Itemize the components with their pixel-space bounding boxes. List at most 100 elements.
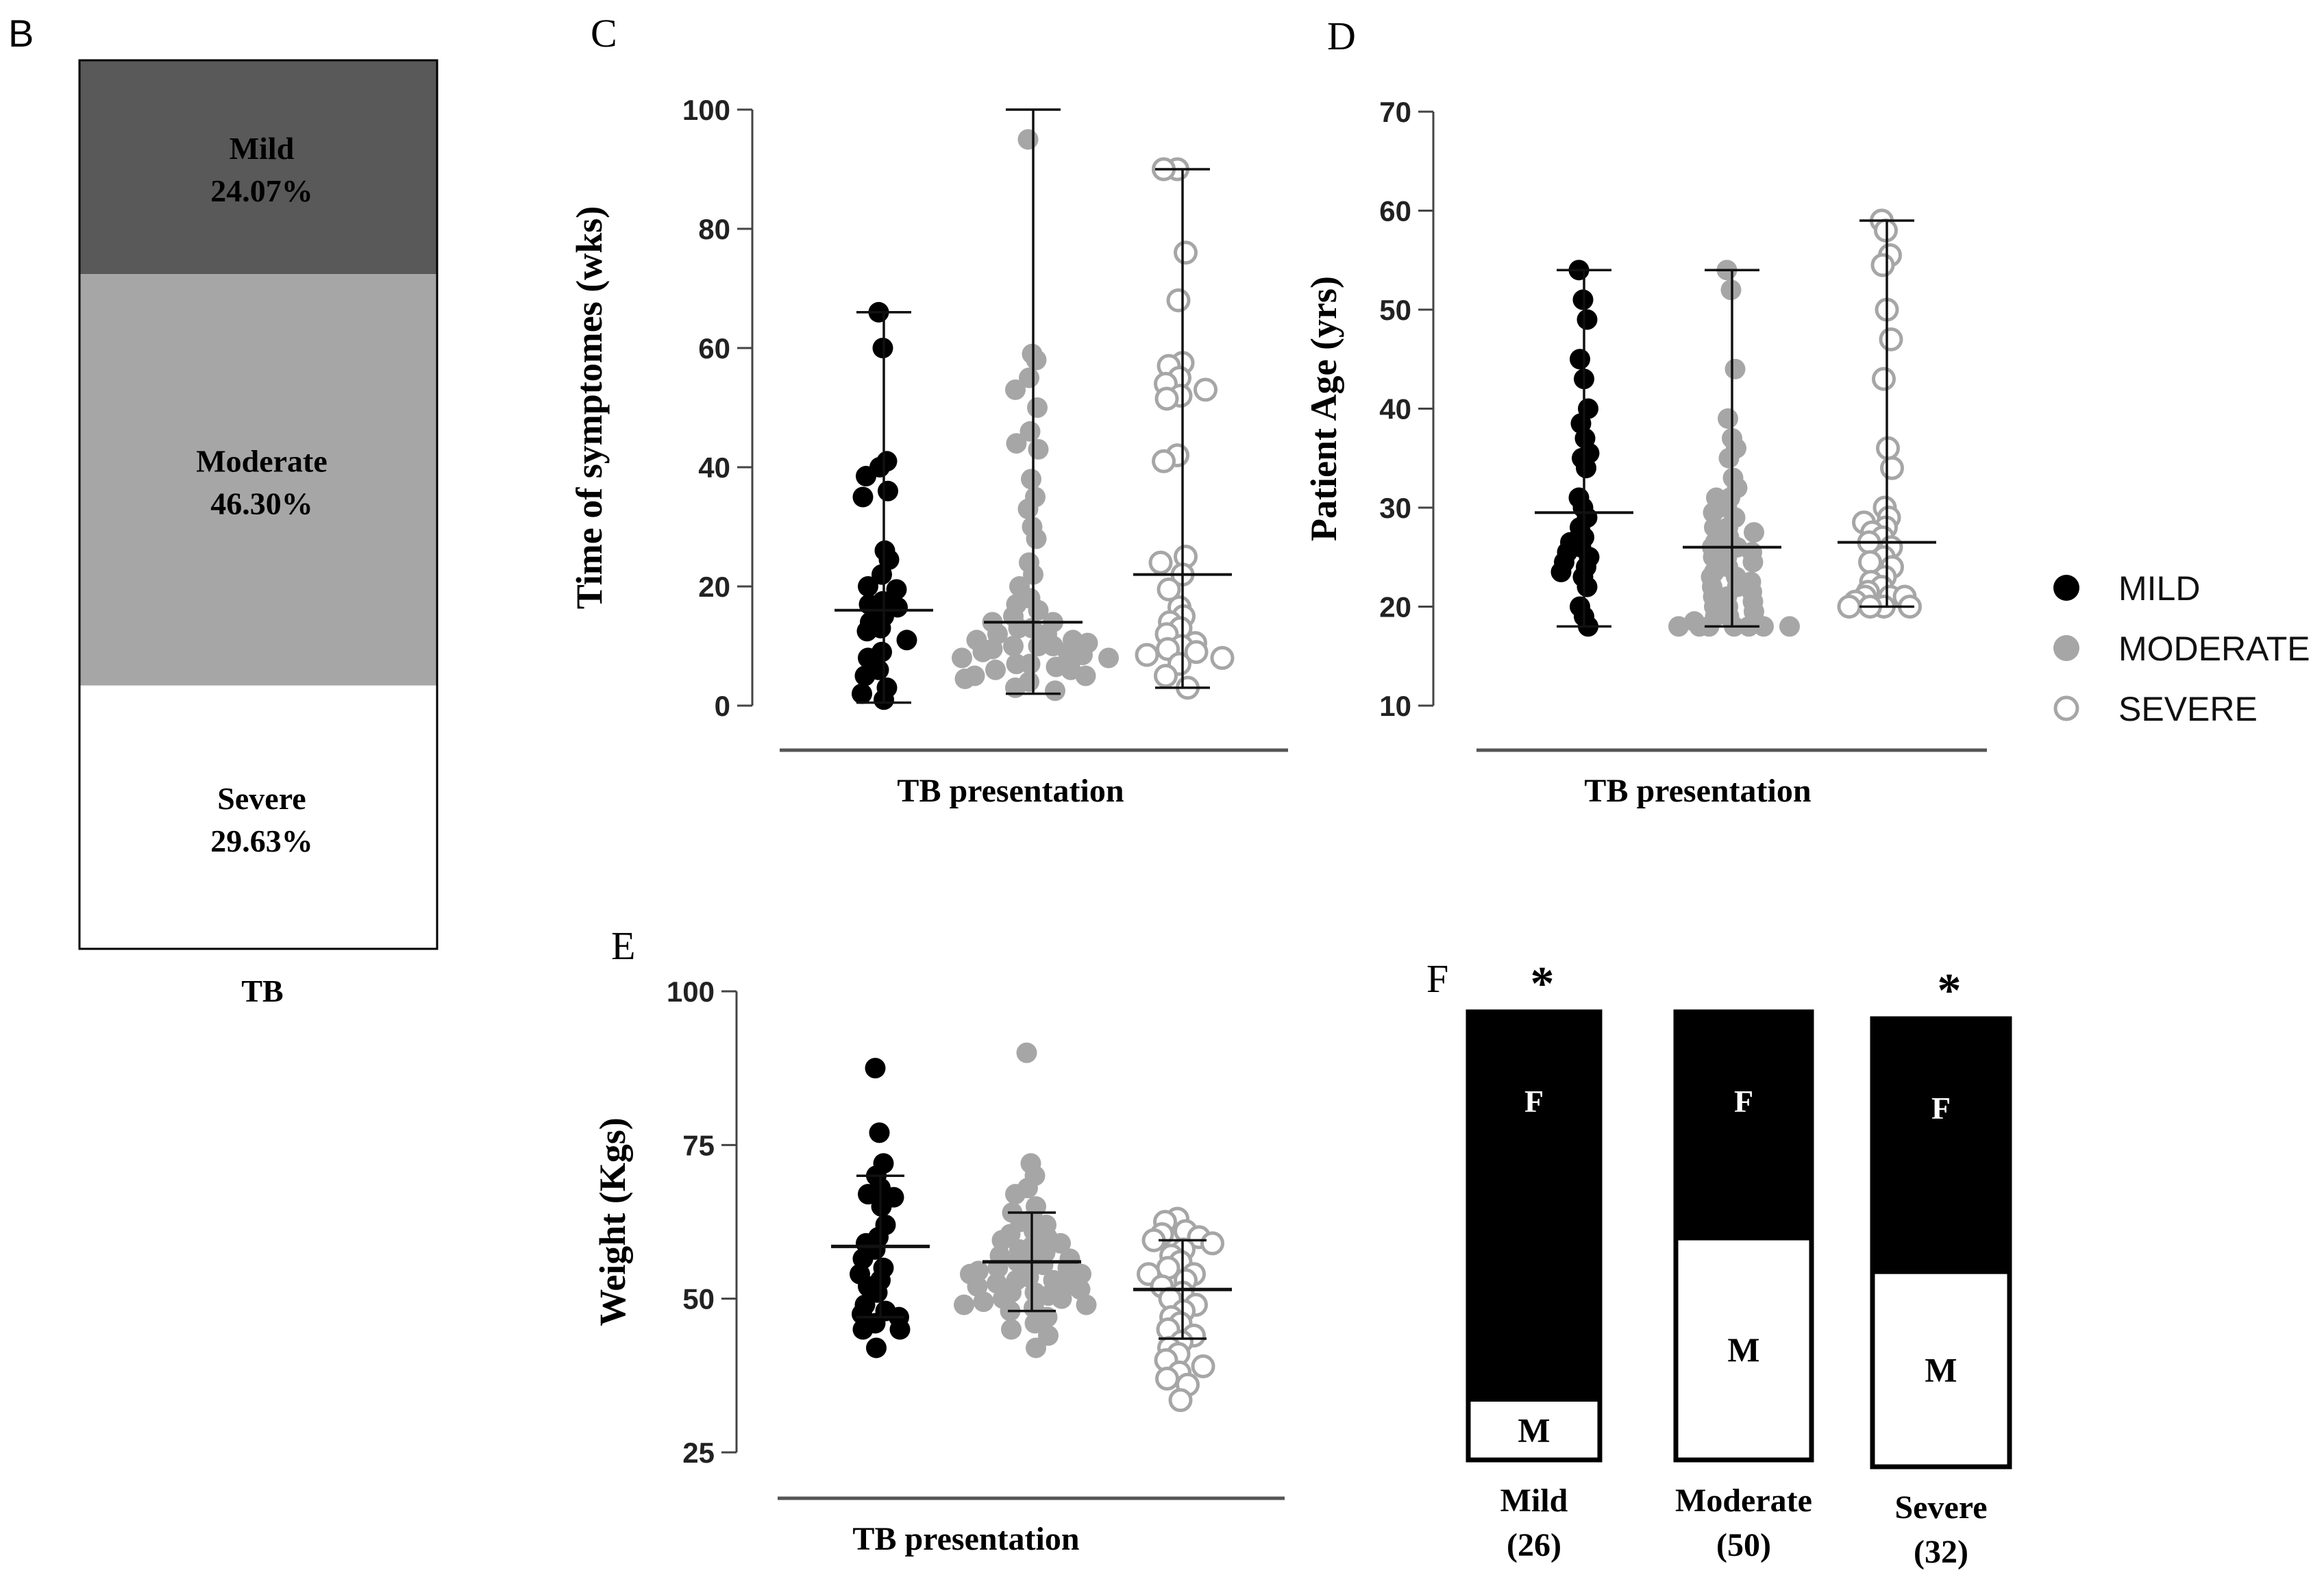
panel-b-segment-label: Mild	[230, 131, 295, 166]
y-tick-label: 20	[698, 571, 730, 603]
panel-b-segment-percent: 24.07%	[210, 173, 313, 208]
data-point-severe	[1152, 449, 1176, 473]
data-point-moderate	[991, 1230, 1013, 1251]
legend: MILD MODERATE SEVERE	[2053, 569, 2310, 728]
panel-f-bar-outline	[1870, 1016, 2012, 1469]
data-point-moderate	[1005, 379, 1026, 400]
data-point-moderate	[1744, 522, 1764, 543]
data-point-mild	[852, 683, 872, 704]
panel-c-symptom-time-plot: 0 20 40 60 80 100 Time of symptomes (wks) TB pr…	[569, 94, 1288, 809]
panel-f-segment-female	[1872, 1019, 2010, 1274]
panel-f-significance-star: *	[1531, 958, 1555, 1010]
y-axis-label: Patient Age (yrs)	[1303, 276, 1344, 541]
data-point-moderate	[967, 1276, 988, 1297]
data-point-moderate	[1075, 665, 1096, 686]
data-point-mild	[886, 579, 907, 600]
data-point-severe	[1879, 327, 1903, 351]
data-point-mild	[858, 576, 878, 597]
legend-marker-moderate	[2053, 635, 2079, 661]
panel-f-category-label: Severe	[1894, 1489, 1987, 1526]
panel-f-segment-male	[1468, 1401, 1600, 1460]
data-point-moderate	[1001, 1319, 1022, 1340]
data-point-severe	[1135, 643, 1159, 667]
panel-b-segment-mild	[79, 60, 437, 275]
y-tick-label: 20	[1379, 591, 1411, 623]
data-point-moderate	[1725, 358, 1746, 380]
y-tick-label: 70	[1379, 96, 1411, 128]
y-tick-label: 75	[682, 1129, 715, 1161]
panel-d-patient-age-plot: 10 20 30 40 50 60 70 Patient Age (yrs) TB presen…	[1303, 96, 1987, 809]
data-point-mild	[869, 1122, 890, 1143]
data-point-moderate	[1689, 616, 1710, 637]
panel-f-segment-male	[1872, 1274, 2010, 1467]
panel-b-bar-outline	[78, 59, 438, 950]
legend-label-severe: SEVERE	[2118, 690, 2258, 728]
panel-f-female-label: F	[1931, 1091, 1951, 1126]
data-point-moderate	[1070, 1279, 1091, 1300]
panel-b-stacked-bar: Mild 24.07% Moderate 46.30% Severe 29.63% TB	[78, 59, 438, 1008]
panel-f-category-label: Moderate	[1675, 1483, 1812, 1519]
x-axis-label: TB presentation	[1584, 773, 1811, 809]
legend-label-moderate: MODERATE	[2118, 630, 2310, 668]
data-point-severe	[1184, 640, 1209, 665]
data-point-severe	[1166, 288, 1191, 312]
data-point-mild	[872, 564, 892, 585]
y-tick-label: 40	[698, 451, 730, 484]
data-point-moderate	[1028, 438, 1049, 460]
data-point-moderate	[954, 668, 976, 689]
panel-f-male-label: M	[1518, 1411, 1550, 1449]
data-point-moderate	[1718, 447, 1740, 469]
y-tick-label: 60	[1379, 195, 1411, 227]
y-tick-label: 25	[682, 1437, 715, 1469]
data-point-moderate	[1045, 680, 1065, 702]
data-point-mild	[856, 621, 878, 642]
data-point-moderate	[1003, 636, 1024, 656]
data-point-moderate	[1668, 616, 1689, 637]
data-point-mild	[878, 480, 898, 501]
y-tick-label: 100	[682, 94, 730, 126]
data-point-mild	[865, 1058, 886, 1079]
panel-b-segment-severe	[79, 685, 437, 949]
panel-b-segment-label: Severe	[217, 781, 306, 816]
data-point-severe	[1837, 595, 1862, 619]
data-point-severe	[1168, 1388, 1193, 1413]
y-tick-label: 10	[1379, 690, 1411, 722]
panel-f-male-label: M	[1727, 1330, 1759, 1369]
data-point-severe	[1191, 1354, 1215, 1378]
data-point-mild	[856, 466, 876, 487]
data-point-moderate	[1076, 1294, 1097, 1315]
y-tick-label: 30	[1379, 492, 1411, 524]
panel-f-male-label: M	[1925, 1350, 1957, 1389]
panel-f-n-label: (26)	[1507, 1527, 1561, 1563]
data-point-moderate	[1021, 469, 1041, 490]
data-point-severe	[1872, 367, 1896, 391]
data-point-mild	[1577, 309, 1598, 330]
y-axis-label: Weight (Kgs)	[592, 1117, 633, 1326]
data-point-mild	[854, 665, 876, 686]
panel-e-weight-plot: 25 50 75 100 Weight (Kgs) TB presentation	[592, 976, 1285, 1557]
data-point-moderate	[1016, 1042, 1037, 1063]
data-point-moderate	[1704, 517, 1725, 538]
data-point-moderate	[954, 1294, 974, 1315]
y-tick-label: 40	[1379, 393, 1411, 425]
y-tick-label: 60	[698, 332, 730, 364]
data-point-mild	[889, 1319, 911, 1340]
data-point-mild	[866, 1337, 887, 1359]
data-point-severe	[1157, 577, 1181, 602]
panel-f-bar-outline	[1673, 1009, 1814, 1463]
data-point-mild	[852, 1319, 874, 1340]
panel-b-segment-percent: 46.30%	[210, 486, 313, 521]
panel-letter-f: F	[1426, 956, 1448, 1001]
data-point-mild	[858, 1184, 878, 1205]
data-point-severe	[1154, 664, 1178, 688]
data-point-moderate	[972, 641, 993, 662]
x-axis-label: TB presentation	[852, 1521, 1079, 1557]
panel-letter-c: C	[591, 11, 617, 55]
data-point-severe	[1200, 1231, 1224, 1256]
data-point-moderate	[1072, 645, 1093, 666]
legend-marker-severe	[2053, 695, 2079, 721]
panel-f-n-label: (50)	[1716, 1527, 1771, 1563]
legend-marker-mild	[2053, 575, 2079, 601]
data-point-mild	[1577, 576, 1598, 597]
